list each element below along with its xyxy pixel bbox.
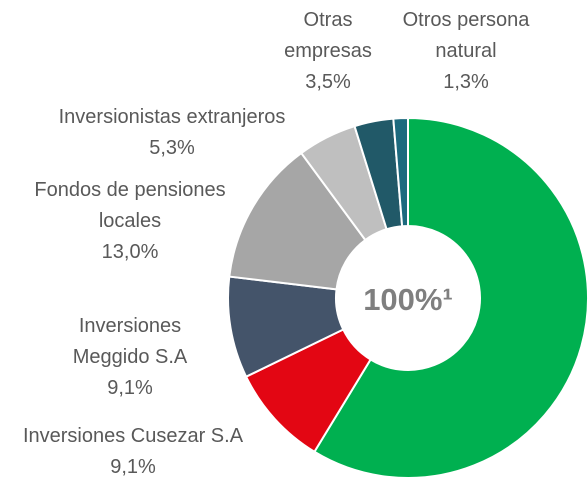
slice-label: Inversionistas extranjeros 5,3% [27, 102, 317, 164]
value-label: 13,0% [101, 241, 159, 263]
slice-label: Otros persona natural 1,3% [386, 5, 546, 98]
segments [227, 116, 588, 478]
category-label: Inversionistas extranjeros [58, 106, 286, 128]
value-label: 5,3% [149, 137, 195, 159]
slice-label: Inversiones Meggido S.A 9,1% [55, 311, 205, 404]
value-label: 3,5% [305, 71, 351, 93]
value-label: 1,3% [443, 71, 489, 93]
segment [392, 116, 409, 228]
category-label: Otras empresas [284, 9, 372, 62]
slice-label: Inversiones Cusezar S.A 9,1% [3, 421, 263, 478]
category-label: Inversiones Meggido S.A [72, 315, 188, 368]
center-label: 100%¹ [363, 282, 453, 317]
category-label: Fondos de pensiones locales [34, 179, 226, 232]
value-label: 9,1% [107, 377, 153, 399]
slice-label: Fondos de pensiones locales 13,0% [5, 175, 255, 268]
segment [228, 151, 367, 291]
value-label: 9,1% [110, 456, 156, 478]
slice-label: Otras empresas 3,5% [273, 5, 383, 98]
category-label: Otros persona natural [402, 9, 530, 62]
category-label: Inversiones Cusezar S.A [22, 425, 244, 447]
